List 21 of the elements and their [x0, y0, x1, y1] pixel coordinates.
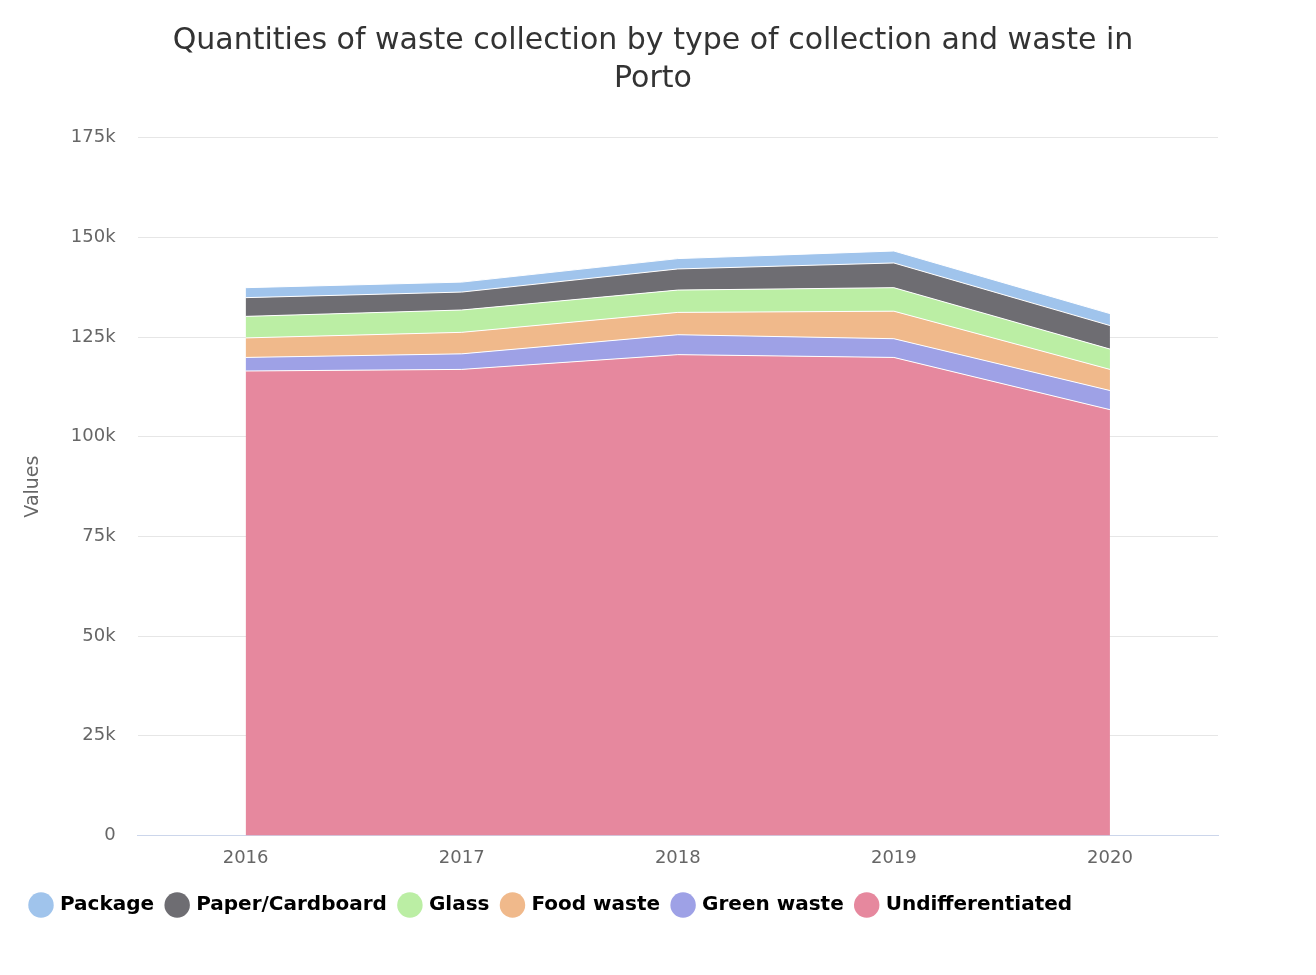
- y-tick-label: 125k: [70, 324, 117, 346]
- chart-title: Quantities of waste collection by type of collection and waste in Porto: [171, 20, 1135, 95]
- x-tick-label: 2018: [654, 845, 701, 867]
- legend-label: Paper/Cardboard: [196, 891, 387, 916]
- legend-label: Green waste: [702, 891, 844, 916]
- y-tick-label: 150k: [70, 225, 117, 247]
- y-tick-label: 25k: [82, 723, 117, 745]
- legend-label: Glass: [428, 891, 490, 916]
- x-tick-label: 2017: [438, 845, 485, 867]
- x-tick-label: 2016: [222, 845, 269, 867]
- y-tick-label: 175k: [70, 125, 117, 147]
- y-axis-title: Values: [20, 455, 43, 518]
- legend-label: Package: [60, 891, 155, 916]
- legend-label: Undifferentiated: [885, 891, 1073, 916]
- y-tick-label: 0: [104, 823, 116, 845]
- x-tick-label: 2020: [1087, 845, 1133, 867]
- legend-label: Food waste: [531, 891, 661, 916]
- x-tick-label: 2019: [870, 845, 917, 867]
- y-tick-label: 100k: [70, 424, 117, 446]
- y-tick-label: 75k: [82, 524, 117, 546]
- y-tick-label: 50k: [82, 623, 117, 645]
